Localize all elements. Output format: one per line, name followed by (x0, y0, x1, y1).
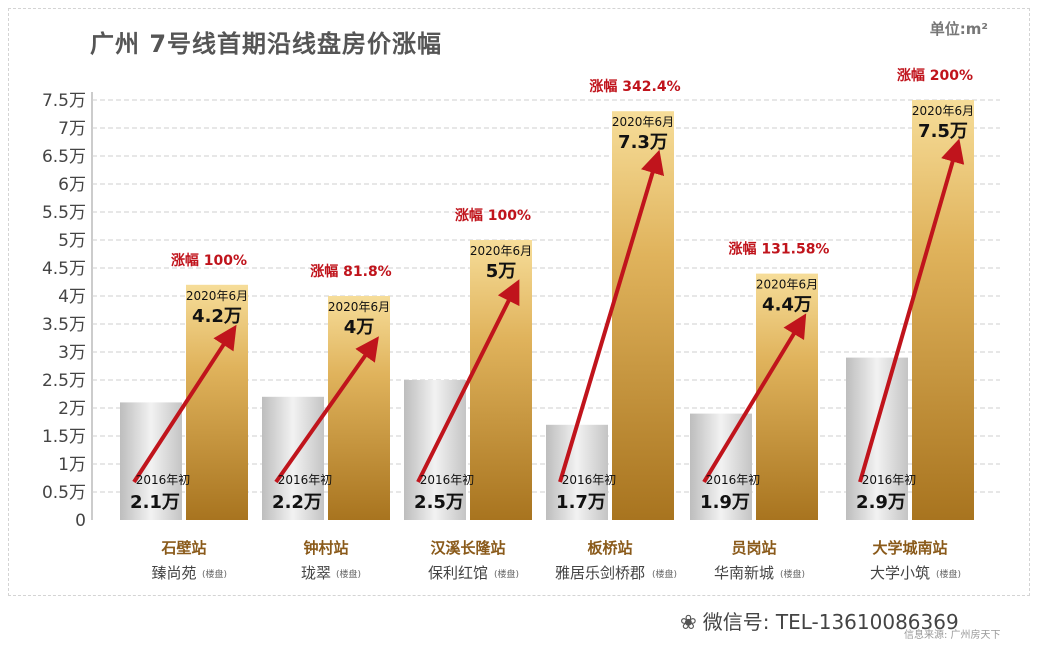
y-tick-label: 4万 (58, 287, 86, 307)
bar-2016-series-label: 2016年初 (562, 473, 617, 487)
y-tick-label: 2.5万 (42, 371, 86, 391)
estate-tag-label: (楼盘) (652, 568, 677, 580)
bar-2016-series-label: 2016年初 (420, 473, 475, 487)
estate-label: 臻尚苑 (151, 564, 196, 582)
wechat-text: 微信号: TEL-13610086369 (702, 610, 959, 634)
y-tick-label: 0.5万 (42, 483, 86, 503)
bar-2020 (470, 240, 532, 520)
y-tick-label: 5万 (58, 231, 86, 251)
growth-arrow-icon (558, 149, 665, 483)
estate-label: 雅居乐剑桥郡 (555, 564, 645, 582)
estate-label: 珑翠 (301, 564, 331, 582)
bar-2016-series-label: 2016年初 (862, 473, 917, 487)
bar-2020-value: 4万 (344, 317, 375, 338)
y-tick-label: 7万 (58, 119, 86, 139)
bar-2020-value: 4.4万 (762, 295, 812, 316)
bar-2020-series-label: 2020年6月 (328, 300, 390, 314)
unit-label: 单位:m² (929, 20, 988, 38)
bar-2016-value: 2.1万 (130, 492, 180, 513)
chart-title: 广州 7号线首期沿线盘房价涨幅 (90, 30, 443, 58)
growth-label: 涨幅 200% (897, 67, 973, 84)
wechat-footer: ❀ 微信号: TEL-13610086369 (680, 606, 959, 635)
station-label: 大学城南站 (872, 539, 947, 557)
y-tick-label: 6万 (58, 175, 86, 195)
bar-2020 (912, 100, 974, 520)
bar-2016-series-label: 2016年初 (278, 473, 333, 487)
bar-2020-series-label: 2020年6月 (470, 244, 532, 258)
y-tick-label: 3.5万 (42, 315, 86, 335)
y-tick-label: 1.5万 (42, 427, 86, 447)
station-label: 员岗站 (731, 539, 776, 557)
chart-frame (8, 8, 1030, 596)
estate-tag-label: (楼盘) (494, 568, 519, 580)
growth-arrow-icon (132, 324, 237, 484)
bar-2020 (612, 111, 674, 520)
station-label: 汉溪长隆站 (430, 539, 505, 557)
bar-2016-value: 2.9万 (856, 492, 906, 513)
estate-tag-label: (楼盘) (780, 568, 805, 580)
bar-2020 (186, 284, 248, 520)
bar-2016 (546, 424, 608, 520)
bar-2020-value: 4.2万 (192, 306, 242, 327)
station-label: 板桥站 (587, 539, 632, 557)
growth-label: 涨幅 131.58% (729, 241, 830, 258)
bar-2016-value: 2.5万 (414, 492, 464, 513)
estate-label: 保利红馆 (428, 564, 488, 582)
bar-2020-value: 7.5万 (918, 121, 968, 142)
estate-tag-label: (楼盘) (936, 568, 961, 580)
growth-label: 涨幅 342.4% (589, 78, 680, 95)
bar-2020-series-label: 2020年6月 (186, 289, 248, 303)
bar-2016-series-label: 2016年初 (706, 473, 761, 487)
bar-2020 (328, 296, 390, 520)
y-tick-label: 4.5万 (42, 259, 86, 279)
bar-2020-series-label: 2020年6月 (756, 278, 818, 292)
growth-arrow-icon (274, 336, 379, 484)
bar-2016-value: 1.9万 (700, 492, 750, 513)
y-tick-label: 3万 (58, 343, 86, 363)
estate-label: 华南新城 (714, 564, 774, 582)
bar-chart: 0 0.5万 1万 1.5万 2万 2.5万 3万 3.5万 4万 4.5万 5万 5.5万 6万 6.5… (42, 67, 1000, 582)
growth-arrow-icon (702, 313, 807, 484)
growth-label: 涨幅 100% (171, 252, 247, 269)
y-tick-label: 0 (75, 511, 86, 531)
y-tick-label: 1万 (58, 455, 86, 475)
wechat-icon: ❀ (680, 610, 697, 634)
station-label: 石壁站 (160, 539, 206, 557)
bar-2016 (846, 357, 908, 520)
bar-2016 (690, 413, 752, 520)
y-tick-label: 7.5万 (42, 91, 86, 111)
growth-arrow-icon (416, 279, 520, 483)
bar-2020-value: 7.3万 (618, 132, 668, 153)
estate-label: 大学小筑 (870, 564, 930, 582)
bar-2020-series-label: 2020年6月 (612, 115, 674, 129)
bar-2020-series-label: 2020年6月 (912, 104, 974, 118)
growth-arrow-icon (858, 138, 965, 483)
y-tick-label: 6.5万 (42, 147, 86, 167)
bar-2016-series-label: 2016年初 (136, 473, 191, 487)
y-tick-label: 5.5万 (42, 203, 86, 223)
station-label: 钟村站 (303, 539, 348, 557)
growth-label: 涨幅 81.8% (310, 263, 391, 280)
y-tick-label: 2万 (58, 399, 86, 419)
bar-2016-value: 2.2万 (272, 492, 322, 513)
bar-2016-value: 1.7万 (556, 492, 606, 513)
growth-label: 涨幅 100% (455, 207, 531, 224)
estate-tag-label: (楼盘) (202, 568, 227, 580)
bar-2020-value: 5万 (486, 261, 517, 282)
source-footer: 信息来源: 广州房天下 (904, 630, 1001, 641)
estate-tag-label: (楼盘) (336, 568, 361, 580)
